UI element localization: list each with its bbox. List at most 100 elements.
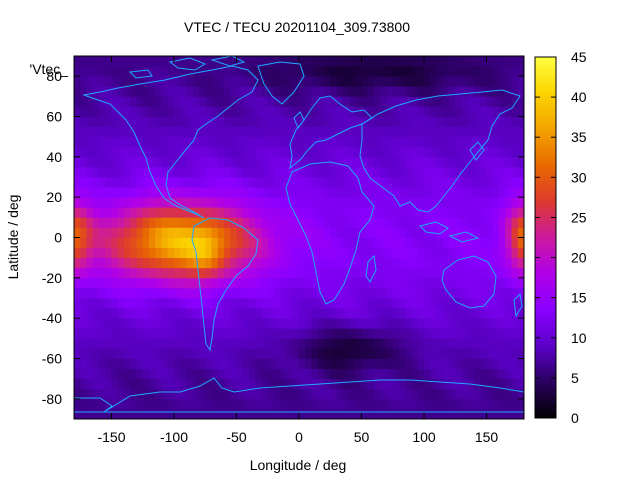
heatmap-cell — [236, 227, 244, 238]
heatmap-cell — [405, 328, 412, 339]
heatmap-cell — [474, 177, 481, 188]
heatmap-cell — [467, 338, 475, 349]
heatmap-cell — [286, 318, 294, 329]
heatmap-cell — [74, 56, 81, 67]
heatmap-cell — [155, 136, 162, 148]
heatmap-cell — [336, 338, 344, 349]
heatmap-cell — [299, 328, 306, 339]
heatmap-cell — [324, 348, 331, 359]
heatmap-cell — [499, 207, 506, 218]
heatmap-cell — [436, 368, 444, 380]
heatmap-cell — [92, 348, 100, 359]
heatmap-cell — [86, 156, 94, 168]
heatmap-cell — [461, 197, 469, 208]
heatmap-cell — [86, 277, 94, 289]
heatmap-cell — [105, 166, 112, 178]
heatmap-cell — [499, 86, 506, 97]
heatmap-cell — [505, 86, 512, 97]
heatmap-cell — [80, 388, 87, 400]
heatmap-cell — [405, 187, 412, 198]
heatmap-cell — [292, 197, 300, 208]
heatmap-cell — [230, 166, 237, 178]
heatmap-cell — [217, 287, 225, 299]
heatmap-cell — [230, 368, 237, 380]
heatmap-cell — [124, 267, 131, 279]
heatmap-cell — [199, 398, 206, 410]
heatmap-cell — [417, 267, 425, 279]
heatmap-cell — [311, 277, 319, 289]
heatmap-cell — [455, 257, 462, 269]
heatmap-cell — [499, 338, 506, 349]
heatmap-cell — [149, 328, 156, 339]
heatmap-cell — [499, 318, 506, 329]
heatmap-cell — [311, 146, 319, 158]
heatmap-cell — [449, 207, 456, 218]
heatmap-cell — [405, 217, 412, 228]
heatmap-cell — [99, 146, 106, 158]
heatmap-cell — [117, 86, 125, 97]
heatmap-cell — [292, 308, 300, 319]
heatmap-cell — [467, 257, 475, 269]
heatmap-cell — [180, 378, 187, 390]
heatmap-cell — [236, 298, 244, 309]
heatmap-cell — [117, 318, 125, 329]
heatmap-cell — [405, 298, 412, 309]
heatmap-cell — [342, 56, 350, 67]
heatmap-cell — [405, 318, 412, 329]
heatmap-cell — [180, 318, 187, 329]
heatmap-cell — [111, 56, 119, 67]
heatmap-cell — [392, 156, 400, 168]
heatmap-cell — [249, 358, 256, 369]
heatmap-cell — [130, 277, 137, 289]
heatmap-cell — [167, 76, 175, 87]
heatmap-cell — [111, 257, 119, 269]
heatmap-cell — [474, 287, 481, 299]
heatmap-cell — [99, 368, 106, 380]
heatmap-cell — [192, 298, 200, 309]
heatmap-cell — [499, 368, 506, 380]
heatmap-cell — [136, 408, 144, 419]
heatmap-cell — [111, 227, 119, 238]
heatmap-cell — [86, 207, 94, 218]
heatmap-cell — [130, 348, 137, 359]
heatmap-cell — [342, 106, 350, 117]
heatmap-cell — [192, 197, 200, 208]
heatmap-cell — [80, 287, 87, 299]
heatmap-cell — [155, 166, 162, 178]
heatmap-cell — [311, 136, 319, 148]
heatmap-cell — [517, 277, 524, 289]
heatmap-cell — [411, 308, 419, 319]
heatmap-cell — [311, 398, 319, 410]
heatmap-cell — [330, 197, 337, 208]
heatmap-cell — [367, 378, 375, 390]
heatmap-cell — [205, 96, 212, 107]
heatmap-cell — [405, 136, 412, 148]
heatmap-cell — [274, 277, 281, 289]
heatmap-cell — [230, 247, 237, 259]
heatmap-cell — [336, 136, 344, 148]
heatmap-cell — [117, 126, 125, 138]
heatmap-cell — [499, 177, 506, 188]
heatmap-cell — [136, 237, 144, 248]
heatmap-cell — [111, 76, 119, 87]
heatmap-cell — [149, 348, 156, 359]
heatmap-cell — [236, 86, 244, 97]
heatmap-cell — [205, 66, 212, 77]
heatmap-cell — [142, 126, 150, 138]
heatmap-cell — [361, 338, 369, 349]
heatmap-cell — [411, 136, 419, 148]
heatmap-cell — [342, 66, 350, 77]
heatmap-cell — [230, 378, 237, 390]
heatmap-cell — [242, 96, 250, 107]
heatmap-cell — [124, 86, 131, 97]
heatmap-cell — [424, 378, 431, 390]
heatmap-cell — [380, 126, 387, 138]
heatmap-cell — [399, 136, 406, 148]
heatmap-cell — [267, 177, 275, 188]
heatmap-cell — [205, 56, 212, 67]
heatmap-cell — [392, 408, 400, 419]
heatmap-cell — [92, 177, 100, 188]
heatmap-cell — [386, 207, 394, 218]
heatmap-cell — [255, 227, 262, 238]
